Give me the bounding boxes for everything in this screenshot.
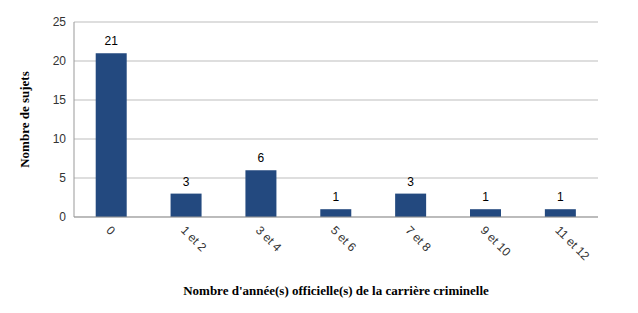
svg-text:1 et 2: 1 et 2 bbox=[178, 223, 209, 254]
svg-text:3: 3 bbox=[183, 175, 190, 189]
svg-text:0: 0 bbox=[103, 223, 118, 238]
svg-text:3: 3 bbox=[407, 175, 414, 189]
svg-text:25: 25 bbox=[53, 15, 67, 29]
svg-text:10: 10 bbox=[53, 132, 67, 146]
svg-text:1: 1 bbox=[557, 190, 564, 204]
svg-text:Nombre de sujets: Nombre de sujets bbox=[17, 71, 32, 168]
svg-text:21: 21 bbox=[105, 34, 119, 48]
svg-text:1: 1 bbox=[482, 190, 489, 204]
svg-text:15: 15 bbox=[53, 93, 67, 107]
svg-text:1: 1 bbox=[332, 190, 339, 204]
svg-text:3 et 4: 3 et 4 bbox=[253, 223, 284, 254]
svg-text:5 et 6: 5 et 6 bbox=[328, 223, 359, 254]
svg-text:7 et 8: 7 et 8 bbox=[403, 223, 434, 254]
svg-text:5: 5 bbox=[59, 171, 66, 185]
svg-text:11 et 12: 11 et 12 bbox=[552, 223, 592, 263]
svg-text:Nombre d'année(s) officielle(s: Nombre d'année(s) officielle(s) de la ca… bbox=[183, 283, 489, 298]
svg-text:0: 0 bbox=[59, 210, 66, 224]
svg-text:6: 6 bbox=[258, 151, 265, 165]
svg-text:20: 20 bbox=[53, 54, 67, 68]
svg-text:9 et 10: 9 et 10 bbox=[478, 223, 514, 259]
